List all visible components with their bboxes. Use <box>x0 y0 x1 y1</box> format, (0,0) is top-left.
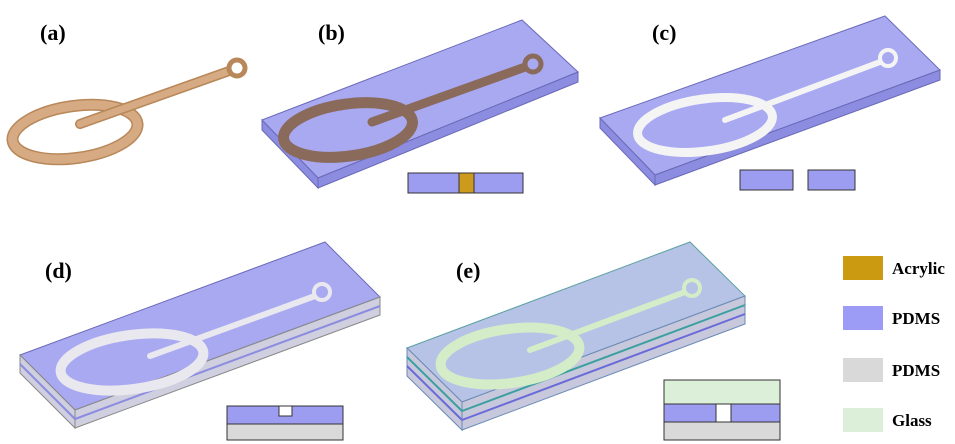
legend-label: PDMS <box>892 309 940 328</box>
legend-label: PDMS <box>892 361 940 380</box>
cross-section <box>740 170 855 190</box>
cross-section <box>408 173 523 193</box>
legend-swatch <box>843 306 883 330</box>
cross-section <box>227 406 343 440</box>
panel-label: (e) <box>456 258 480 283</box>
legend-swatch <box>843 408 883 432</box>
legend: Acrylic PDMS PDMS Glass <box>843 256 945 432</box>
legend-swatch <box>843 256 883 280</box>
panel-label: (a) <box>40 20 66 45</box>
panel-label: (b) <box>318 20 345 45</box>
acrylic-mold <box>9 60 245 167</box>
panel-d: (d) <box>20 242 380 440</box>
cross-section <box>664 380 780 440</box>
panel-e: (e) <box>407 242 780 440</box>
legend-label: Glass <box>892 411 932 430</box>
panel-c: (c) <box>600 16 940 190</box>
legend-swatch <box>843 358 883 382</box>
legend-label: Acrylic <box>892 259 945 278</box>
panel-a: (a) <box>9 20 245 167</box>
panel-label: (c) <box>652 20 676 45</box>
panel-label: (d) <box>45 258 72 283</box>
panel-b: (b) <box>262 20 578 193</box>
diagram: (a) (b) (c) <box>0 0 955 444</box>
